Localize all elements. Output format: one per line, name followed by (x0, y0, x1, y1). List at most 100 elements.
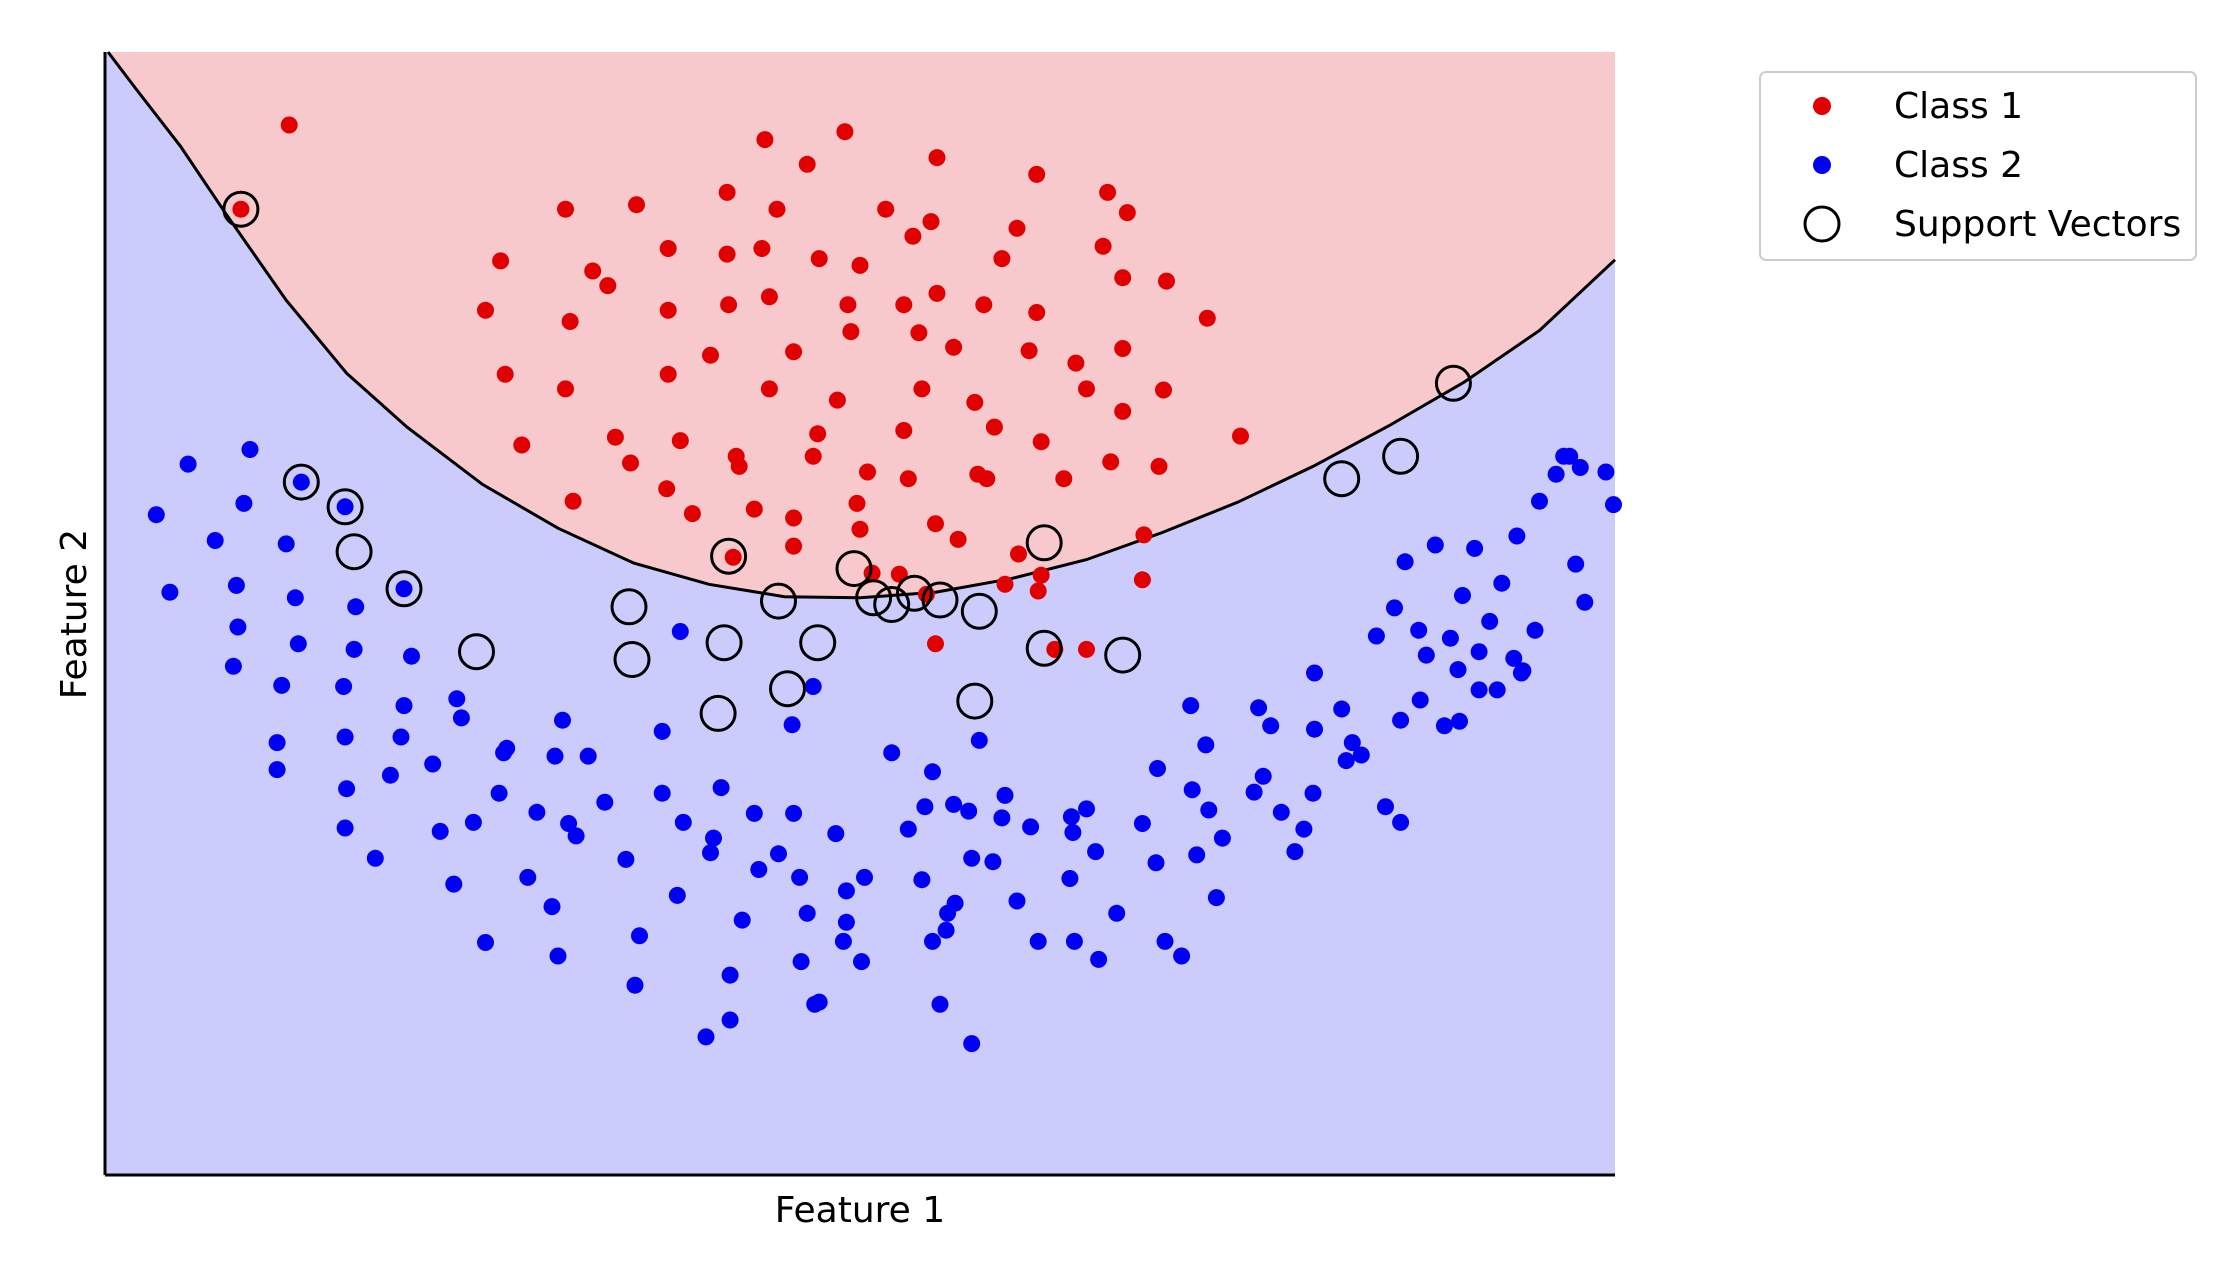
class1-point-41 (842, 323, 860, 341)
class2-point-143 (1567, 555, 1585, 573)
class2-point-6 (235, 494, 253, 512)
class2-point-19 (335, 678, 353, 695)
class1-point-16 (492, 252, 510, 270)
decision-boundary (106, 51, 1617, 600)
class2-point-87 (937, 921, 955, 939)
class1-point-63 (1032, 433, 1050, 451)
class1-point-52 (913, 380, 931, 398)
class2-point-107 (1087, 843, 1105, 861)
class1-point-48 (557, 380, 574, 398)
class1-point-20 (810, 250, 828, 268)
class2-point-150 (1505, 649, 1523, 667)
class2-point-82 (899, 820, 917, 838)
class2-point-164 (1333, 700, 1351, 718)
class1-point-47 (496, 365, 514, 383)
class2-point-15 (345, 640, 363, 658)
class2-point-128 (1377, 798, 1394, 816)
class1-point-85 (1010, 545, 1027, 563)
class1-point-66 (658, 480, 676, 498)
class1-point-9 (628, 196, 645, 214)
class2-point-35 (366, 849, 384, 867)
class2-point-85 (924, 932, 941, 950)
class2-point-154 (1435, 717, 1453, 735)
class2-point-77 (837, 913, 855, 931)
legend-box (1759, 71, 2197, 261)
support-vector-ring-6 (610, 588, 648, 626)
class2-point-105 (1065, 932, 1083, 950)
class2-point-159 (1392, 813, 1410, 831)
class1-point-95 (1078, 640, 1095, 658)
class1-point-2 (756, 131, 774, 149)
class2-point-2 (292, 473, 310, 491)
class1-point-40 (785, 343, 803, 361)
support-vector-ring-15 (855, 579, 893, 617)
class2-point-113 (1173, 947, 1191, 965)
class2-point-3 (336, 498, 354, 516)
class2-point-139 (1508, 527, 1526, 545)
class1-point-13 (922, 213, 940, 231)
class2-point-51 (653, 722, 671, 740)
class2-point-11 (347, 598, 365, 616)
class2-point-32 (546, 747, 564, 765)
class2-point-52 (653, 784, 671, 802)
class1-point-12 (877, 200, 895, 218)
class1-point-58 (671, 432, 689, 450)
support-vector-ring-7 (613, 641, 651, 678)
support-vector-ring-23 (1104, 636, 1142, 674)
class2-point-94 (970, 731, 988, 749)
legend-class2-label: Class 2 (1894, 145, 2023, 186)
class2-point-162 (1352, 746, 1370, 764)
class1-point-1 (232, 200, 250, 218)
class2-point-114 (1183, 781, 1201, 799)
support-vector-ring-10 (710, 537, 748, 575)
support-vector-ring-11 (769, 670, 806, 708)
class1-point-18 (718, 245, 736, 263)
class2-point-63 (705, 829, 722, 847)
class2-point-137 (1466, 539, 1484, 557)
class1-point-80 (1102, 453, 1120, 471)
class1-point-79 (1055, 470, 1073, 488)
class2-point-102 (1061, 870, 1079, 887)
class1-point-62 (985, 418, 1003, 436)
class1-point-99 (1114, 340, 1132, 357)
class2-point-0 (179, 455, 197, 473)
class1-point-69 (859, 463, 876, 481)
class2-point-151 (1481, 612, 1499, 630)
legend-class2-marker (1813, 156, 1831, 174)
class2-point-75 (856, 868, 873, 886)
class1-point-22 (904, 227, 922, 245)
class2-point-132 (1411, 691, 1429, 709)
support-vector-ring-20 (960, 592, 998, 630)
class2-point-117 (1188, 846, 1206, 864)
class2-point-60 (750, 861, 768, 878)
support-vector-ring-2 (326, 488, 364, 526)
class2-point-61 (697, 1028, 715, 1046)
class2-point-158 (1514, 662, 1532, 680)
class2-point-91 (946, 894, 964, 912)
class1-point-19 (753, 240, 771, 257)
class1-point-46 (1198, 309, 1216, 327)
support-vector-ring-12 (760, 582, 797, 620)
class2-point-86 (924, 763, 941, 781)
class2-point-40 (567, 827, 585, 845)
class2-point-147 (1597, 463, 1615, 481)
support-vector-ring-26 (1434, 364, 1472, 402)
class2-point-64 (733, 911, 751, 929)
class2-point-160 (1451, 712, 1468, 730)
legend-class1-label: Class 1 (1894, 86, 2023, 127)
class2-point-56 (702, 844, 719, 862)
class2-point-36 (431, 822, 449, 840)
class2-point-21 (448, 690, 466, 708)
class2-point-74 (804, 678, 822, 695)
class2-point-80 (853, 953, 870, 971)
class2-point-16 (403, 647, 420, 665)
class2-point-49 (617, 850, 635, 868)
class2-point-78 (837, 882, 855, 900)
class2-point-41 (445, 875, 463, 893)
class2-point-17 (224, 657, 242, 675)
class1-point-3 (836, 123, 854, 141)
class2-point-39 (528, 803, 546, 821)
class2-point-144 (1576, 593, 1594, 611)
class2-point-135 (1449, 661, 1467, 679)
class2-point-90 (945, 795, 963, 813)
